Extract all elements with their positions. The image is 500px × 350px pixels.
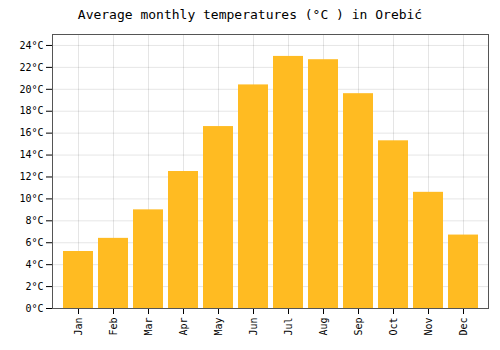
svg-text:Mar: Mar xyxy=(143,318,154,336)
svg-text:May: May xyxy=(213,318,224,336)
svg-text:Oct: Oct xyxy=(388,318,399,336)
svg-text:8°C: 8°C xyxy=(25,215,43,226)
svg-text:20°C: 20°C xyxy=(19,84,43,95)
svg-text:16°C: 16°C xyxy=(19,127,43,138)
svg-text:Aug: Aug xyxy=(318,318,329,336)
svg-text:Jan: Jan xyxy=(73,318,84,336)
svg-text:Nov: Nov xyxy=(423,318,434,336)
svg-text:Dec: Dec xyxy=(458,318,469,336)
svg-text:24°C: 24°C xyxy=(19,40,43,51)
svg-text:14°C: 14°C xyxy=(19,149,43,160)
html-text:Average monthly temperatures (: Average monthly temperatures (°C ) in Or… xyxy=(77,7,423,22)
svg-text:2°C: 2°C xyxy=(25,281,43,292)
svg-text:Jun: Jun xyxy=(248,318,259,336)
svg-text:Sep: Sep xyxy=(353,318,364,336)
svg-text:22°C: 22°C xyxy=(19,62,43,73)
svg-text:0°C: 0°C xyxy=(25,303,43,314)
svg-text:Apr: Apr xyxy=(178,318,189,336)
svg-text:Feb: Feb xyxy=(108,318,119,336)
svg-text:18°C: 18°C xyxy=(19,105,43,116)
svg-text:12°C: 12°C xyxy=(19,171,43,182)
svg-text:4°C: 4°C xyxy=(25,259,43,270)
svg-text:6°C: 6°C xyxy=(25,237,43,248)
svg-text:Jul: Jul xyxy=(283,318,294,336)
svg-text:10°C: 10°C xyxy=(19,193,43,204)
